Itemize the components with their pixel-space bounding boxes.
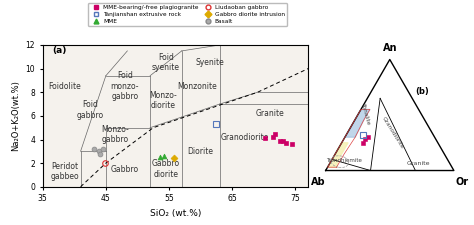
Text: Or: Or — [455, 177, 468, 187]
Text: Peridot
gabbeo: Peridot gabbeo — [50, 162, 79, 181]
Text: Foidolite: Foidolite — [48, 82, 81, 91]
Text: Granodiorite: Granodiorite — [381, 115, 404, 149]
Text: Monzo-
gabbro: Monzo- gabbro — [101, 125, 129, 144]
Text: Trondhjemite: Trondhjemite — [326, 158, 362, 163]
Text: Syenite: Syenite — [196, 58, 225, 67]
Text: Ab: Ab — [310, 177, 325, 187]
Legend: MME-bearing/-free plagiogranite, Tanjianshan extrusive rock, MME, Liudaoban gabb: MME-bearing/-free plagiogranite, Tanjian… — [88, 3, 287, 26]
Text: Foid
gabbro: Foid gabbro — [76, 100, 104, 120]
Text: An: An — [383, 43, 397, 53]
Y-axis label: Na₂O+K₂O(wt.%): Na₂O+K₂O(wt.%) — [11, 81, 20, 151]
Text: Monzonite: Monzonite — [178, 82, 218, 91]
Text: Gabbro: Gabbro — [111, 164, 139, 173]
Polygon shape — [345, 109, 370, 137]
Text: Foid
monzo-
gabbro: Foid monzo- gabbro — [110, 72, 139, 101]
Text: Monzo-
diorite: Monzo- diorite — [149, 91, 177, 110]
Text: (a): (a) — [52, 46, 66, 55]
Text: (b): (b) — [415, 87, 429, 96]
Text: Diorite: Diorite — [188, 147, 214, 156]
Polygon shape — [328, 143, 348, 167]
Text: Foid
syenite: Foid syenite — [152, 53, 180, 72]
X-axis label: SiO₂ (wt.%): SiO₂ (wt.%) — [150, 209, 201, 218]
Text: Granite: Granite — [407, 161, 430, 166]
Text: Tonalite: Tonalite — [360, 102, 371, 125]
Text: Gabbro
diorite: Gabbro diorite — [152, 159, 180, 179]
Text: Granite: Granite — [256, 109, 284, 118]
Text: Granodiorite: Granodiorite — [221, 133, 269, 142]
